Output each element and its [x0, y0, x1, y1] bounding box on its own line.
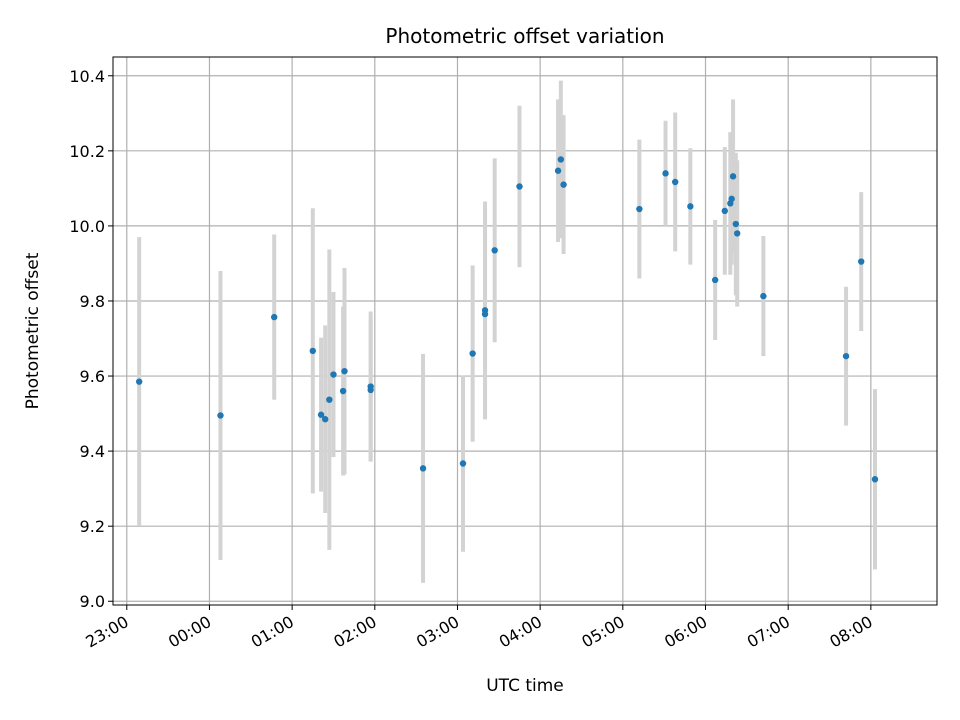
grid	[113, 57, 937, 605]
y-tick-label: 10.2	[69, 142, 105, 161]
data-point	[481, 310, 489, 318]
data-point	[858, 258, 865, 265]
data-point	[217, 412, 224, 419]
data-point	[554, 167, 562, 174]
y-tick-label: 10.0	[69, 217, 105, 236]
y-tick-label: 9.6	[80, 367, 105, 386]
data-point	[322, 416, 329, 423]
data-point	[309, 347, 316, 355]
data-point	[557, 156, 565, 163]
data-point	[491, 247, 498, 254]
data-point	[330, 371, 337, 378]
y-tick-label: 9.4	[80, 442, 105, 461]
data-point	[671, 178, 679, 186]
data-point	[732, 220, 740, 228]
data-point	[760, 292, 767, 300]
y-tick-label: 9.8	[80, 292, 105, 311]
data-point	[317, 411, 325, 418]
y-tick-label: 9.2	[80, 517, 105, 536]
data-point	[271, 313, 278, 321]
data-point	[721, 207, 728, 215]
data-point	[560, 181, 567, 188]
y-tick-label: 10.4	[69, 67, 105, 86]
data-point	[711, 276, 719, 284]
data-point	[636, 205, 643, 213]
data-point	[734, 230, 741, 237]
y-axis-ticks: 9.0 9.2 9.4 9.6 9.8 10.0 10.2 10.4	[69, 67, 113, 611]
data-point	[871, 476, 879, 483]
data-point	[135, 378, 143, 385]
data-point	[728, 195, 735, 203]
data-points	[135, 156, 879, 483]
data-point	[419, 465, 427, 472]
data-point	[729, 173, 737, 180]
x-axis-title: UTC time	[486, 676, 564, 696]
data-point	[341, 367, 348, 375]
data-point	[662, 170, 669, 177]
data-point	[459, 460, 467, 467]
data-point	[326, 396, 333, 403]
data-point	[469, 350, 476, 357]
plot-frame	[112, 56, 938, 606]
data-point	[516, 183, 523, 190]
y-tick-label: 9.0	[80, 592, 105, 611]
data-point	[339, 387, 347, 395]
data-point	[367, 386, 374, 394]
y-axis-title: Photometric offset	[23, 252, 43, 409]
chart-title: Photometric offset variation	[385, 24, 664, 48]
data-point	[687, 203, 694, 210]
data-point	[842, 352, 850, 360]
